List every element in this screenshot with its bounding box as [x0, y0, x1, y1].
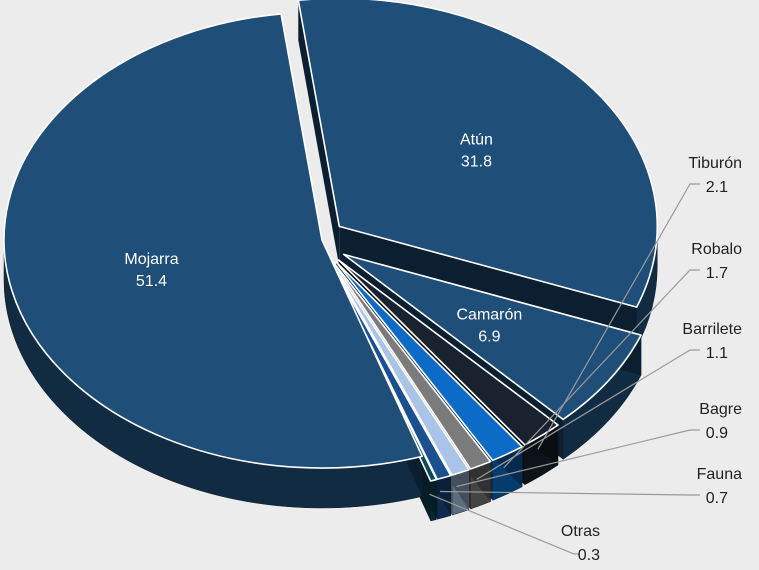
- slice-tops: [3, 0, 659, 482]
- leader-tiburon: [537, 183, 700, 450]
- leader-lines: [429, 183, 700, 555]
- label-name-tiburon: Tiburón: [688, 155, 742, 172]
- slice-barrilete: [333, 262, 492, 470]
- slice-cut-atun: [298, 0, 340, 267]
- leader-barrilete: [476, 349, 700, 480]
- label-name-fauna: Fauna: [697, 466, 742, 483]
- leader-otras: [429, 493, 580, 555]
- data-labels: Atún 31.8 Camarón 6.9 Tiburón 2.1 Robalo 1.7 Bar…: [124, 132, 742, 564]
- label-value-robalo: 1.7: [706, 265, 728, 282]
- label-value-barrilete: 1.1: [706, 345, 728, 362]
- label-name-mojarra: Mojarra: [124, 251, 178, 268]
- label-value-atun: 31.8: [461, 154, 492, 171]
- label-value-camaron: 6.9: [478, 329, 500, 346]
- label-value-tiburon: 2.1: [706, 179, 728, 196]
- label-value-fauna: 0.7: [706, 490, 728, 507]
- slice-camaron: [342, 253, 642, 421]
- label-value-otras: 0.3: [578, 547, 600, 564]
- slice-atun: [297, 0, 659, 308]
- leader-robalo: [503, 269, 700, 469]
- label-name-barrilete: Barrilete: [682, 321, 742, 338]
- label-value-bagre: 0.9: [706, 425, 728, 442]
- slice-bagre: [331, 262, 470, 476]
- label-name-camaron: Camarón: [457, 307, 523, 324]
- label-value-mojarra: 51.4: [136, 273, 167, 290]
- slice-mojarra: [3, 13, 423, 469]
- label-name-otras: Otras: [561, 523, 600, 540]
- slice-robalo: [335, 261, 523, 462]
- slice-fauna: [330, 263, 452, 481]
- leader-fauna: [440, 490, 700, 496]
- leader-bagre: [456, 429, 700, 488]
- label-name-robalo: Robalo: [691, 241, 742, 258]
- label-name-atun: Atún: [460, 132, 493, 149]
- label-name-bagre: Bagre: [699, 401, 742, 418]
